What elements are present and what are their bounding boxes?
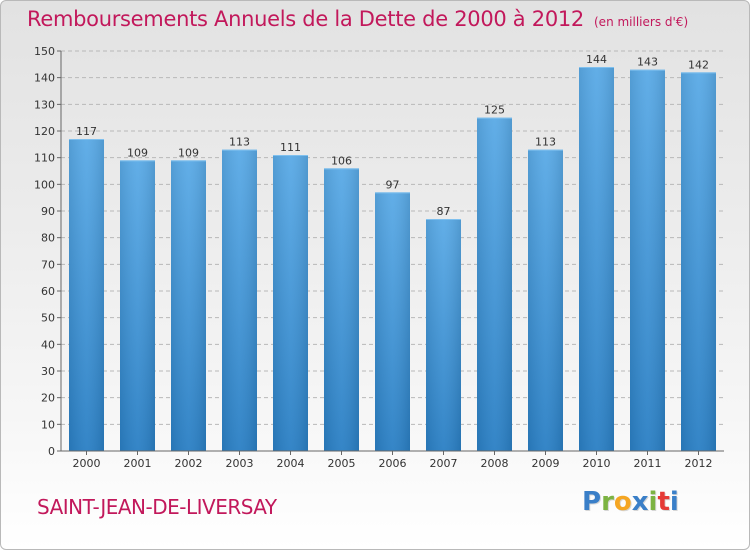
logo-letter: i (648, 487, 658, 517)
data-label: 109 (178, 146, 199, 159)
x-tick-label: 2004 (277, 457, 305, 470)
x-tick-label: 2011 (634, 457, 662, 470)
y-tick-label: 80 (41, 232, 55, 245)
y-tick-label: 40 (41, 338, 55, 351)
bar-shading (477, 117, 512, 452)
bar-shading (681, 72, 716, 451)
y-tick-label: 0 (48, 445, 55, 458)
x-tick-label: 2007 (430, 457, 458, 470)
chart-title: Remboursements Annuels de la Dette de 20… (27, 7, 688, 31)
x-tick-label: 2005 (328, 457, 356, 470)
data-label: 117 (76, 125, 97, 138)
data-label: 109 (127, 146, 148, 159)
bar-shading (426, 219, 461, 451)
bar-shading (69, 139, 104, 451)
y-tick-label: 50 (41, 312, 55, 325)
x-tick-label: 2012 (685, 457, 713, 470)
x-tick-label: 2006 (379, 457, 407, 470)
data-label: 142 (688, 58, 709, 71)
bar-shading (579, 67, 614, 451)
data-label: 87 (437, 205, 451, 218)
logo-letter: o (613, 487, 632, 517)
data-label: 125 (484, 104, 505, 117)
y-tick-label: 150 (34, 45, 55, 58)
bar-shading (528, 149, 563, 451)
chart-title-text: Remboursements Annuels de la Dette de 20… (27, 7, 584, 31)
y-tick-label: 10 (41, 418, 55, 431)
logo-letter: i (669, 487, 679, 517)
x-tick-label: 2001 (124, 457, 152, 470)
data-label: 113 (229, 136, 250, 149)
logo-letter: t (657, 487, 670, 517)
bar-shading (630, 69, 665, 452)
logo-letter: P (582, 487, 602, 517)
y-tick-label: 70 (41, 258, 55, 271)
data-label: 111 (280, 141, 301, 154)
data-label: 143 (637, 56, 658, 69)
y-tick-label: 140 (34, 72, 55, 85)
commune-name: SAINT-JEAN-DE-LIVERSAY (37, 495, 277, 519)
y-tick-label: 60 (41, 285, 55, 298)
y-tick-label: 30 (41, 365, 55, 378)
bar-shading (120, 160, 155, 452)
x-tick-label: 2000 (73, 457, 101, 470)
x-tick-label: 2008 (481, 457, 509, 470)
y-tick-label: 20 (41, 392, 55, 405)
bar-shading (375, 192, 410, 452)
logo-letter: x (631, 487, 649, 517)
bar-shading (273, 155, 308, 451)
y-tick-label: 120 (34, 125, 55, 138)
y-tick-label: 130 (34, 98, 55, 111)
y-tick-label: 90 (41, 205, 55, 218)
data-label: 97 (386, 178, 400, 191)
bar-shading (171, 160, 206, 452)
proxiti-logo[interactable]: Proxiti (582, 487, 679, 517)
data-label: 144 (586, 53, 607, 66)
data-label: 113 (535, 136, 556, 149)
x-tick-label: 2003 (226, 457, 254, 470)
bar-shading (324, 168, 359, 452)
data-label: 106 (331, 154, 352, 167)
y-tick-label: 100 (34, 178, 55, 191)
x-tick-label: 2009 (532, 457, 560, 470)
bar-shading (222, 149, 257, 451)
y-tick-label: 110 (34, 152, 55, 165)
x-tick-label: 2010 (583, 457, 611, 470)
logo-letter: r (601, 487, 614, 517)
chart-subtitle: (en milliers d'€) (594, 15, 689, 29)
x-tick-label: 2002 (175, 457, 203, 470)
